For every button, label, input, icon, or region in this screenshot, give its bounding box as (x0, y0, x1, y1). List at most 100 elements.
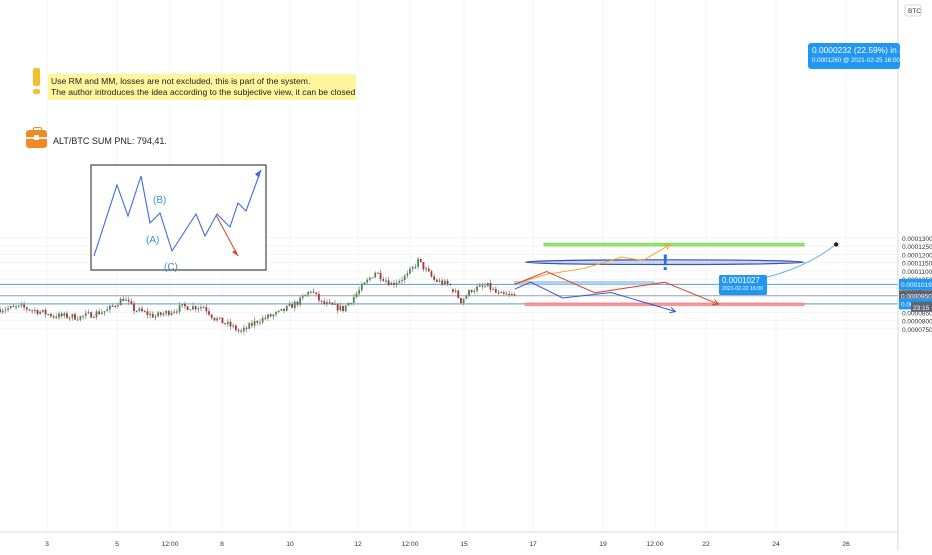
candle-body-17 (44, 309, 47, 315)
candle-body-98 (261, 317, 264, 323)
candle-body-67 (178, 305, 181, 312)
candle-body-41 (108, 305, 111, 310)
candle-body-14 (36, 310, 39, 314)
candle-body-119 (318, 293, 320, 301)
candle-body-73 (194, 306, 197, 310)
candle-late-body-185 (494, 289, 497, 293)
candle-body-23 (60, 313, 63, 316)
candle-body-82 (218, 317, 221, 319)
scenario-arrowhead-1 (712, 299, 720, 306)
candle-body-143 (382, 279, 385, 281)
candle-body-31 (82, 315, 84, 317)
candle-body-79 (210, 314, 213, 318)
candle-body-19 (50, 314, 52, 317)
time-axis[interactable]: 3 5 12:00 8 10 12 12:00 15 17 19 12:00 22 24 26 (0, 531, 898, 548)
candle-body-62 (165, 310, 168, 314)
candle-body-32 (84, 313, 87, 316)
candle-body-136 (363, 282, 366, 285)
candle-body-139 (371, 277, 374, 279)
candle-body-66 (175, 311, 178, 313)
candle-body-68 (181, 304, 184, 306)
candle-late-body-177 (473, 290, 476, 292)
candle-body-167 (446, 280, 449, 284)
candle-body-135 (360, 284, 363, 291)
candle-body-43 (114, 305, 117, 307)
scenario-paths[interactable] (514, 244, 720, 314)
candle-late-body-191 (510, 294, 513, 296)
zone-target (543, 242, 805, 247)
candle-body-160 (427, 268, 430, 272)
candle-late-body-186 (497, 292, 500, 294)
scenario-arrowhead-2 (669, 306, 677, 314)
scenario-arrowhead-0 (663, 244, 671, 250)
candle-body-37 (98, 311, 101, 315)
price-tick-4: 0.0001100 (902, 269, 932, 276)
candle-body-10 (25, 307, 28, 310)
price-tick-9: 0.0000750 (902, 327, 932, 334)
candle-body-149 (398, 280, 401, 283)
candle-body-50 (133, 303, 135, 312)
candle-body-144 (385, 280, 387, 282)
candle-body-155 (414, 266, 417, 268)
candle-body-123 (328, 302, 331, 304)
candle-late-body-187 (500, 292, 503, 294)
candle-body-128 (342, 305, 344, 312)
candle-late-body-188 (502, 292, 505, 294)
wave-diagram[interactable]: (B) (A) (C) (90, 164, 267, 273)
projection-start-label[interactable]: 0.0001027 2021-02-22 16:00 (719, 275, 767, 295)
candle-body-125 (334, 303, 336, 305)
candle-body-133 (355, 293, 358, 298)
candle-body-86 (229, 321, 232, 327)
candle-body-11 (28, 309, 31, 311)
candle-body-105 (280, 308, 283, 311)
candle-body-16 (41, 309, 44, 312)
candle-body-127 (339, 305, 342, 311)
candle-body-154 (411, 266, 414, 269)
candle-body-152 (406, 273, 409, 276)
candle-late-body-175 (468, 290, 470, 296)
candle-body-40 (106, 309, 109, 312)
candle-body-60 (159, 312, 162, 315)
candle-body-97 (259, 322, 261, 324)
candle-body-75 (200, 307, 202, 309)
candle-body-166 (443, 280, 446, 285)
candle-body-168 (449, 283, 452, 286)
candle-body-15 (39, 311, 42, 314)
projection-start-price: 0.0001027 (722, 276, 760, 285)
candle-body-42 (111, 305, 114, 307)
candle-body-2 (4, 309, 7, 311)
candle-body-147 (393, 282, 395, 285)
candle-body-76 (202, 307, 205, 309)
candle-body-56 (149, 313, 151, 315)
price-label-last: 0.0000950 (901, 293, 932, 300)
candle-body-24 (63, 313, 66, 316)
candle-body-151 (403, 275, 406, 280)
candles (0, 257, 516, 335)
candle-body-129 (344, 305, 347, 312)
candle-body-94 (251, 323, 253, 326)
price-axis[interactable]: BTC0.00013000.00012500.00012000.00011500… (897, 0, 932, 550)
candle-body-28 (74, 314, 76, 320)
projection-target-label[interactable]: 0.0000232 (22.59%) in 3d 0.0001260 @ 202… (808, 43, 908, 69)
candle-body-59 (157, 312, 160, 317)
candle-body-26 (68, 317, 71, 319)
price-label-upper: 0.0001019 (901, 282, 932, 289)
candle-body-132 (352, 297, 355, 303)
candle-body-141 (376, 272, 379, 274)
candle-body-118 (315, 292, 318, 294)
pnl-summary: ALT/BTC SUM PNL: 794,41. (53, 136, 167, 146)
scenario-path-2 (514, 281, 676, 313)
candle-late-body-189 (505, 293, 508, 295)
disclaimer-note[interactable]: Use RM and MM, losses are not excluded, … (48, 74, 356, 100)
note-line-1: Use RM and MM, losses are not excluded, … (51, 76, 311, 86)
candle-body-158 (422, 261, 425, 270)
candle-body-44 (117, 305, 119, 307)
candle-body-110 (293, 301, 296, 308)
zones[interactable]: ! (514, 242, 805, 307)
time-tick-11: 22 (702, 541, 710, 548)
candle-body-30 (79, 316, 82, 320)
candle-body-102 (272, 314, 275, 317)
candle-body-8 (20, 304, 23, 306)
